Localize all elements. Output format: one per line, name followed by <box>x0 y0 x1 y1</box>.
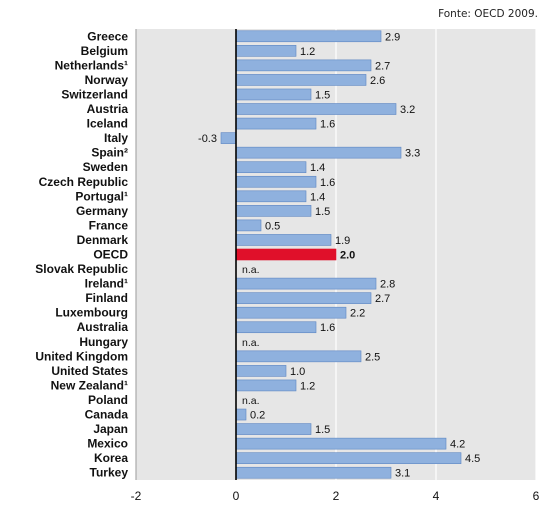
category-label: Poland <box>88 393 128 407</box>
bar <box>235 423 312 435</box>
bar <box>235 103 397 115</box>
category-label: Czech Republic <box>39 175 129 189</box>
bar <box>235 277 377 290</box>
value-label: 1.5 <box>315 424 330 436</box>
value-label: 4.5 <box>465 453 480 465</box>
value-label: 2.7 <box>375 293 390 305</box>
value-label: 0.2 <box>250 410 265 422</box>
bar <box>235 74 367 86</box>
category-label: Switzerland <box>61 87 128 101</box>
category-label: Canada <box>85 408 129 422</box>
value-label: n.a. <box>242 337 260 349</box>
bar <box>235 306 347 319</box>
category-label: Netherlands¹ <box>55 58 128 72</box>
category-label: Australia <box>77 320 129 334</box>
value-label: 3.3 <box>405 148 420 160</box>
value-label: 1.6 <box>320 177 335 189</box>
x-tick-label: 2 <box>333 489 340 503</box>
category-label: Hungary <box>79 335 128 349</box>
category-label: United States <box>51 364 128 378</box>
bar <box>235 205 312 217</box>
value-label: 1.6 <box>320 119 335 131</box>
category-label: Austria <box>87 102 129 116</box>
value-label: -0.3 <box>198 133 217 145</box>
bar <box>235 234 332 246</box>
category-label: Turkey <box>90 466 129 480</box>
category-label: Korea <box>94 451 128 465</box>
category-label: United Kingdom <box>35 349 128 363</box>
value-label: 1.4 <box>310 162 325 174</box>
value-label: 2.0 <box>340 250 355 262</box>
bar <box>235 379 297 392</box>
value-label: n.a. <box>242 395 260 407</box>
category-label: Finland <box>85 291 128 305</box>
category-label: Norway <box>85 73 129 87</box>
value-label: 1.0 <box>290 366 305 378</box>
bar <box>235 466 392 479</box>
x-tick-label: -2 <box>131 489 142 503</box>
bar <box>235 437 447 450</box>
bar <box>235 408 247 421</box>
bar <box>220 132 237 144</box>
bar <box>235 161 307 174</box>
bar <box>235 45 297 57</box>
category-label: Italy <box>104 131 128 145</box>
category-label: Slovak Republic <box>35 262 128 276</box>
category-label: OECD <box>93 248 128 262</box>
value-label: 1.5 <box>315 89 330 101</box>
value-label: 3.2 <box>400 104 415 116</box>
bar <box>235 30 382 43</box>
bar <box>235 452 462 464</box>
bar <box>235 190 307 203</box>
category-label: Iceland <box>87 117 128 131</box>
value-label: 1.5 <box>315 206 330 218</box>
value-label: 1.4 <box>310 191 325 203</box>
value-label: 2.8 <box>380 279 395 291</box>
value-label: 1.6 <box>320 322 335 334</box>
category-label: Japan <box>93 422 128 436</box>
value-label: 1.2 <box>300 46 315 58</box>
x-tick-label: 6 <box>533 489 540 503</box>
bar <box>235 88 312 101</box>
bar <box>235 59 372 72</box>
bar <box>235 175 317 188</box>
value-label: 1.2 <box>300 380 315 392</box>
value-label: 2.7 <box>375 60 390 72</box>
value-label: 0.5 <box>265 220 280 232</box>
bar <box>235 350 362 363</box>
bar <box>235 117 317 130</box>
category-label: Portugal¹ <box>75 189 128 203</box>
category-label: Sweden <box>83 160 128 174</box>
category-label: Luxembourg <box>55 306 128 320</box>
x-tick-label: 4 <box>433 489 440 503</box>
category-label: France <box>89 218 129 232</box>
category-label: Mexico <box>87 437 128 451</box>
value-label: 2.5 <box>365 351 380 363</box>
category-label: Belgium <box>81 44 128 58</box>
value-label: 3.1 <box>395 468 410 480</box>
category-label: New Zealand¹ <box>51 378 128 392</box>
category-label: Ireland¹ <box>85 277 128 291</box>
value-label: 2.2 <box>350 308 365 320</box>
value-label: 2.6 <box>370 75 385 87</box>
value-label: 4.2 <box>450 439 465 451</box>
value-label: n.a. <box>242 264 260 276</box>
bar <box>235 146 402 159</box>
value-label: 1.9 <box>335 235 350 247</box>
category-label: Greece <box>87 29 128 43</box>
source-note: Fonte: OECD 2009. <box>438 8 538 20</box>
bar <box>235 365 287 377</box>
bar <box>235 292 372 304</box>
bar <box>235 219 262 232</box>
category-label: Germany <box>76 204 128 218</box>
x-tick-label: 0 <box>233 489 240 503</box>
category-label: Spain² <box>91 146 128 160</box>
value-label: 2.9 <box>385 31 400 43</box>
bar <box>235 321 317 334</box>
category-label: Denmark <box>77 233 129 247</box>
highlight-bar <box>235 248 337 261</box>
